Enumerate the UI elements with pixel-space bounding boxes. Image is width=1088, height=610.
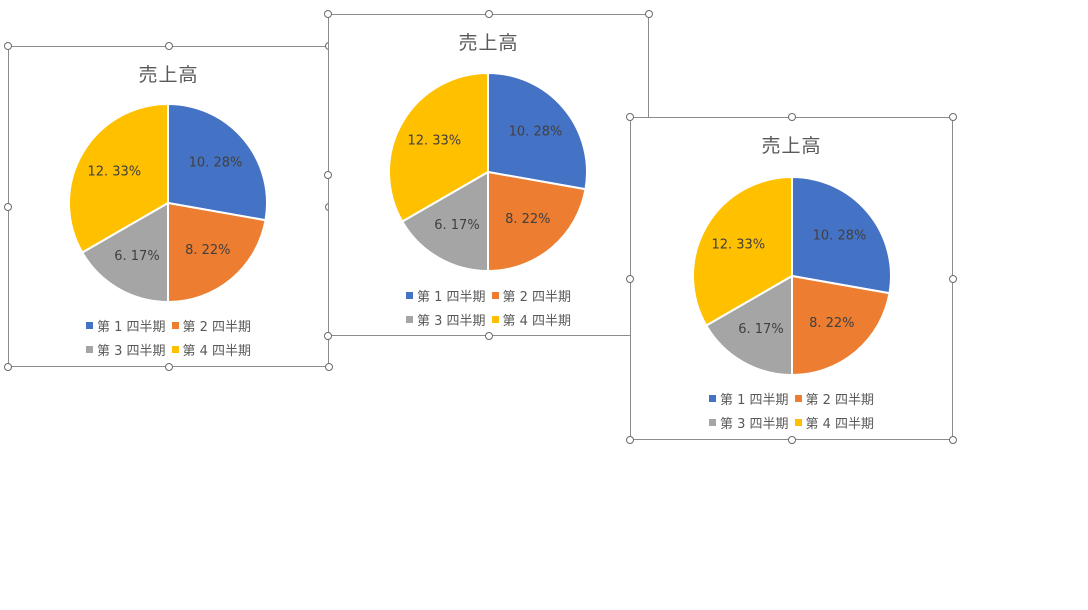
data-label-q2: 8. 22% — [505, 212, 550, 227]
data-label-q4: 12. 33% — [711, 237, 765, 252]
legend-item-q2: 第 2 四半期 — [794, 389, 875, 408]
resize-handle-top[interactable] — [164, 42, 173, 50]
resize-handle-bottom[interactable] — [164, 363, 173, 371]
resize-handle-bottom-right[interactable] — [325, 363, 333, 371]
pie-slice-q1[interactable] — [487, 71, 588, 191]
legend-label-q2: 第 2 四半期 — [805, 392, 875, 408]
legend-label-q1: 第 1 四半期 — [719, 392, 789, 408]
legend-item-q3: 第 3 四半期 — [85, 340, 166, 359]
data-label-q4: 12. 33% — [407, 133, 461, 148]
legend-item-q4: 第 4 四半期 — [794, 413, 875, 432]
legend-label-q4: 第 4 四半期 — [182, 343, 252, 359]
resize-handle-top-left[interactable] — [4, 42, 12, 50]
data-label-q3: 6. 17% — [434, 218, 479, 233]
resize-handle-bottom-left[interactable] — [626, 436, 634, 444]
chart-legend: 第 1 四半期 第 2 四半期 第 3 四半期 第 4 四半期 — [329, 283, 648, 331]
legend-swatch-q4 — [491, 315, 499, 323]
legend-label-q3: 第 3 四半期 — [719, 416, 789, 432]
chart-box-3[interactable]: 売上高 10. 28% 8. 22% 6. 17% 12. 33% 第 1 四半期 第… — [626, 113, 957, 444]
legend-swatch-q3 — [405, 315, 413, 323]
legend-swatch-q2 — [491, 291, 499, 299]
chart-title: 売上高 — [761, 135, 822, 157]
resize-handle-left[interactable] — [4, 202, 12, 211]
legend-item-q4: 第 4 四半期 — [491, 310, 572, 329]
legend-item-q1: 第 1 四半期 — [708, 389, 789, 408]
resize-handle-top[interactable] — [787, 113, 796, 121]
resize-handle-left[interactable] — [324, 171, 332, 179]
resize-handle-right[interactable] — [949, 274, 957, 283]
resize-handle-bottom[interactable] — [787, 436, 796, 444]
resize-handle-top-left[interactable] — [626, 113, 634, 121]
pie-slice-q4[interactable] — [388, 71, 489, 223]
legend-item-q4: 第 4 四半期 — [171, 340, 252, 359]
data-label-q1: 10. 28% — [509, 125, 563, 140]
legend-label-q1: 第 1 四半期 — [96, 319, 166, 335]
chart-title: 売上高 — [458, 32, 519, 54]
data-label-q2: 8. 22% — [185, 243, 230, 258]
data-label-q4: 12. 33% — [87, 164, 141, 179]
chart-box-2[interactable]: 売上高 10. 28% 8. 22% 6. 17% 12. 33% 第 1 四半期 第… — [324, 10, 653, 340]
resize-handle-bottom-left[interactable] — [324, 332, 332, 340]
resize-handle-left[interactable] — [626, 274, 634, 283]
data-label-q2: 8. 22% — [809, 316, 854, 331]
chart-legend: 第 1 四半期 第 2 四半期 第 3 四半期 第 4 四半期 — [9, 313, 328, 361]
pie-slice-q1[interactable] — [791, 175, 892, 295]
data-label-q3: 6. 17% — [738, 322, 783, 337]
data-label-q1: 10. 28% — [189, 156, 243, 171]
legend-label-q3: 第 3 四半期 — [416, 313, 486, 329]
legend-label-q4: 第 4 四半期 — [502, 313, 572, 329]
chart-title: 売上高 — [138, 64, 199, 86]
chart-box-1[interactable]: 売上高 10. 28% 8. 22% 6. 17% 12. 33% 第 1 四半期 第… — [4, 42, 333, 371]
resize-handle-top-left[interactable] — [324, 10, 332, 18]
legend-label-q2: 第 2 四半期 — [502, 289, 572, 305]
legend-swatch-q3 — [708, 418, 716, 426]
resize-handle-top[interactable] — [484, 10, 493, 18]
pie-slice-q2[interactable] — [791, 274, 891, 377]
pie-slice-q1[interactable] — [167, 102, 268, 222]
pie-chart: 10. 28% 8. 22% 6. 17% 12. 33% — [68, 102, 268, 304]
resize-handle-top-right[interactable] — [949, 113, 957, 121]
legend-swatch-q2 — [171, 321, 179, 329]
data-label-q3: 6. 17% — [114, 249, 159, 264]
legend-label-q1: 第 1 四半期 — [416, 289, 486, 305]
resize-handle-bottom-right[interactable] — [949, 436, 957, 444]
pie-slice-q3[interactable] — [400, 170, 489, 273]
legend-swatch-q1 — [85, 321, 93, 329]
pie-chart: 10. 28% 8. 22% 6. 17% 12. 33% — [692, 175, 892, 377]
chart-legend: 第 1 四半期 第 2 四半期 第 3 四半期 第 4 四半期 — [631, 386, 952, 434]
legend-item-q2: 第 2 四半期 — [171, 316, 252, 335]
legend-label-q4: 第 4 四半期 — [805, 416, 875, 432]
legend-item-q2: 第 2 四半期 — [491, 286, 572, 305]
legend-swatch-q4 — [794, 418, 802, 426]
legend-item-q1: 第 1 四半期 — [85, 316, 166, 335]
legend-swatch-q2 — [794, 394, 802, 402]
pie-slice-q3[interactable] — [80, 201, 169, 304]
legend-swatch-q3 — [85, 345, 93, 353]
legend-swatch-q4 — [171, 345, 179, 353]
legend-item-q3: 第 3 四半期 — [405, 310, 486, 329]
legend-item-q1: 第 1 四半期 — [405, 286, 486, 305]
pie-slice-q2[interactable] — [167, 201, 267, 304]
resize-handle-bottom-left[interactable] — [4, 363, 12, 371]
legend-label-q3: 第 3 四半期 — [96, 343, 166, 359]
pie-slice-q4[interactable] — [692, 175, 793, 327]
pie-chart: 10. 28% 8. 22% 6. 17% 12. 33% — [388, 71, 588, 273]
resize-handle-bottom[interactable] — [484, 332, 493, 340]
legend-swatch-q1 — [405, 291, 413, 299]
legend-label-q2: 第 2 四半期 — [182, 319, 252, 335]
pie-slice-q3[interactable] — [704, 274, 793, 377]
pie-slice-q2[interactable] — [487, 170, 587, 273]
legend-item-q3: 第 3 四半期 — [708, 413, 789, 432]
pie-slice-q4[interactable] — [68, 102, 169, 254]
resize-handle-top-right[interactable] — [645, 10, 653, 18]
legend-swatch-q1 — [708, 394, 716, 402]
data-label-q1: 10. 28% — [813, 229, 867, 244]
